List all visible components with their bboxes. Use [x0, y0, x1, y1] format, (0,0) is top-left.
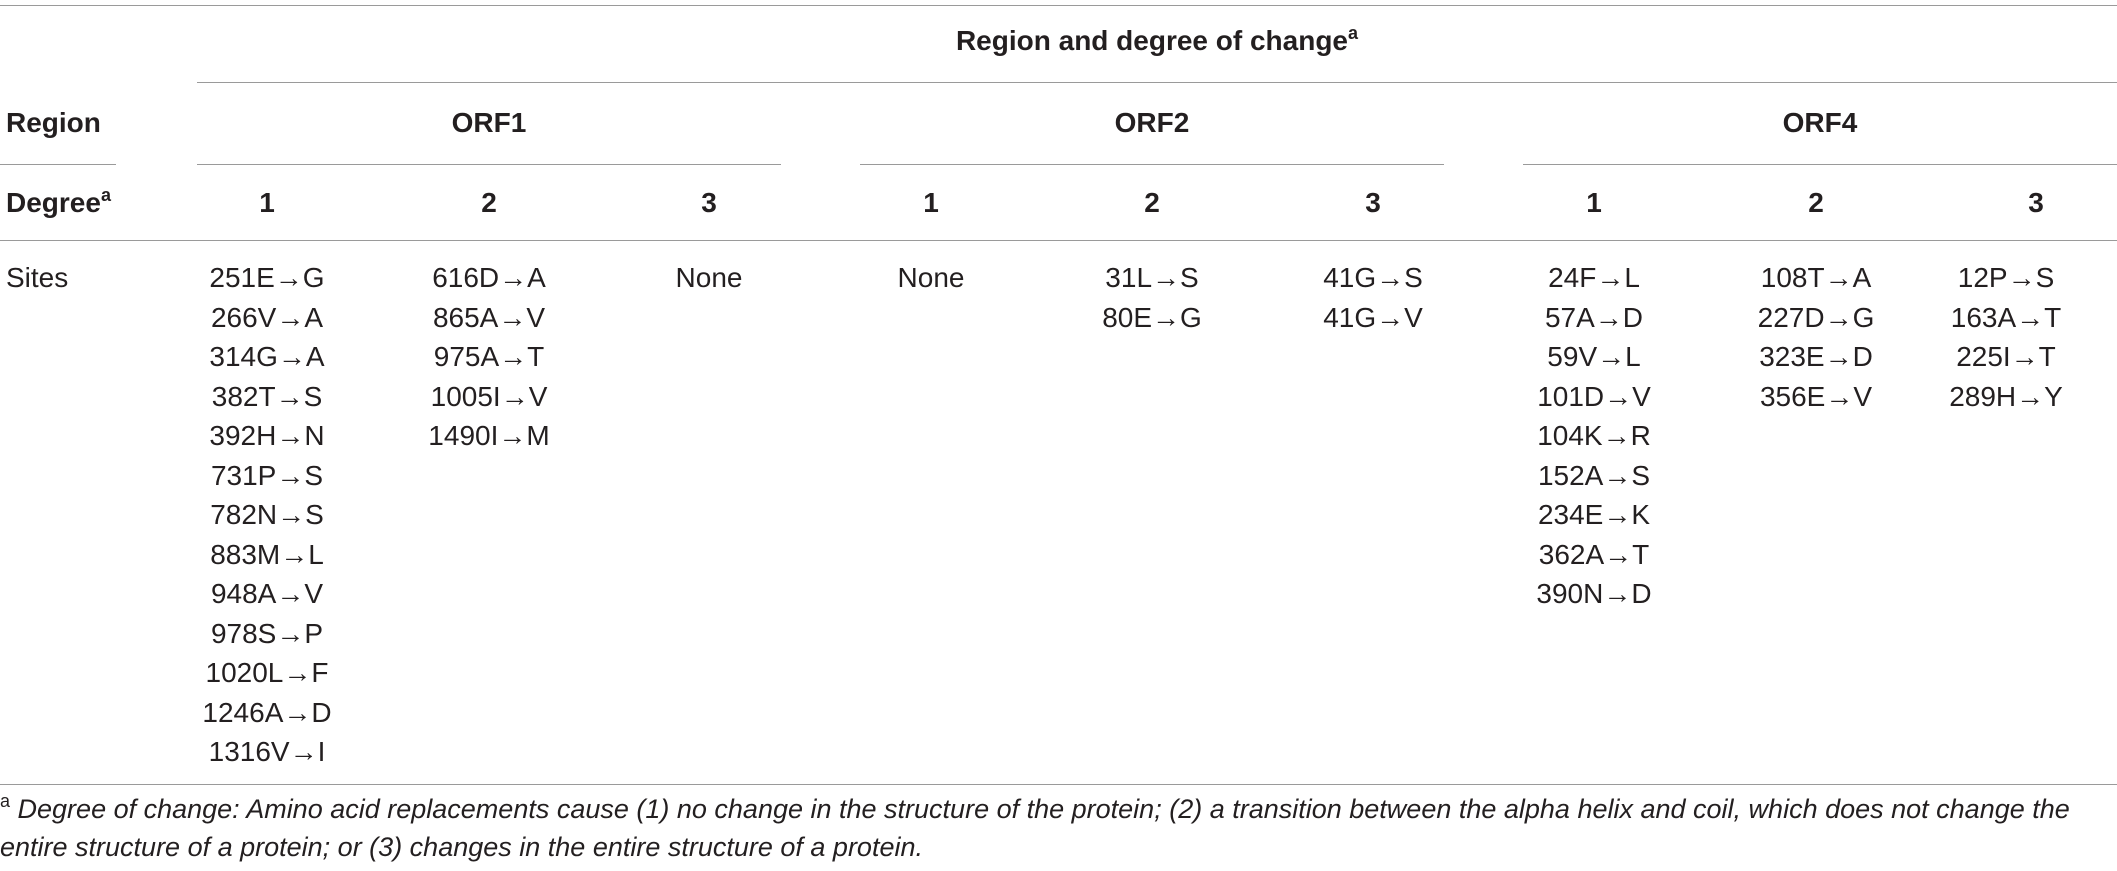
degree-header: 3 — [2028, 187, 2044, 218]
table-top-rule — [0, 5, 2117, 6]
site-entry: 41G→S — [1323, 262, 1423, 293]
site-entry: 616D→A — [432, 262, 546, 293]
site-entry: 731P→S — [210, 459, 324, 491]
table-bottom-rule — [0, 784, 2117, 785]
region-label-rule — [0, 164, 116, 165]
region-row-label: Region — [6, 107, 101, 138]
sites-cell: 41G→S 41G→V — [1273, 258, 1473, 337]
degree-header: 2 — [1808, 187, 1824, 218]
site-entry: 31L→S — [1105, 262, 1199, 293]
sites-cell: 251E→G 266V→A 314G→A 382T→S 392H→N 731P→S 782N… — [167, 258, 367, 772]
site-entry: 978S→P — [210, 617, 324, 649]
header-bottom-rule — [0, 240, 2117, 241]
site-entry: 289H→Y — [1949, 380, 2063, 412]
site-entry: None — [897, 262, 965, 293]
degree-row-label: Degreea — [6, 185, 111, 218]
site-entry: 266V→A — [210, 301, 324, 333]
site-entry: 392H→N — [209, 420, 325, 451]
site-entry: 390N→D — [1536, 578, 1652, 609]
degree-header: 1 — [1586, 187, 1602, 218]
footnote-marker: a — [0, 791, 11, 811]
site-entry: 1246A→D — [202, 696, 332, 728]
degree-header: 1 — [259, 187, 275, 218]
orf2-rule — [860, 164, 1444, 165]
site-entry: 12P→S — [1957, 262, 2055, 293]
degree-header: 3 — [701, 187, 717, 218]
site-entry: 948A→V — [210, 578, 324, 609]
site-entry: 883M→L — [210, 538, 324, 570]
site-entry: 1005I→V — [430, 380, 548, 412]
site-entry: 57A→D — [1544, 301, 1644, 333]
site-entry: 975A→T — [433, 341, 545, 372]
region-header-orf1: ORF1 — [451, 107, 527, 138]
site-entry: 80E→G — [1102, 301, 1202, 333]
site-entry: 1316V→I — [208, 736, 326, 767]
site-entry: 108T→A — [1760, 262, 1872, 293]
sites-row-label: Sites — [6, 262, 69, 293]
site-entry: 225I→T — [1956, 341, 2056, 372]
sites-cell: 31L→S 80E→G — [1052, 258, 1252, 337]
site-entry: 251E→G — [209, 262, 325, 293]
sites-cell: 616D→A 865A→V 975A→T 1005I→V 1490I→M — [389, 258, 589, 456]
site-entry: 24F→L — [1548, 262, 1640, 293]
sites-cell: None — [831, 258, 1031, 298]
sites-cell: None — [609, 258, 809, 298]
site-entry: 59V→L — [1547, 341, 1641, 372]
degree-header: 3 — [1365, 187, 1381, 218]
site-entry: 152A→S — [1537, 459, 1651, 491]
site-entry: None — [675, 262, 743, 293]
site-entry: 1490I→M — [428, 420, 550, 451]
site-entry: 101D→V — [1537, 380, 1651, 412]
sites-cell: 12P→S 163A→T 225I→T 289H→Y — [1906, 258, 2106, 416]
site-entry: 1020L→F — [205, 657, 329, 688]
degree-header: 2 — [1144, 187, 1160, 218]
site-entry: 356E→V — [1759, 380, 1873, 412]
site-entry: 163A→T — [1950, 301, 2062, 333]
orf4-rule — [1523, 164, 2117, 165]
site-entry: 323E→D — [1759, 341, 1873, 372]
degree-header: 1 — [923, 187, 939, 218]
degree-header: 2 — [481, 187, 497, 218]
orf1-rule — [197, 164, 781, 165]
footnote-text: Degree of change: Amino acid replacement… — [0, 794, 2070, 862]
sites-cell: 24F→L 57A→D 59V→L 101D→V 104K→R 152A→S 234E→K 3… — [1494, 258, 1694, 614]
site-entry: 104K→R — [1537, 420, 1651, 451]
site-entry: 382T→S — [211, 380, 323, 412]
region-header-orf4: ORF4 — [1782, 107, 1858, 138]
region-header-orf2: ORF2 — [1114, 107, 1190, 138]
sites-cell: 108T→A 227D→G 323E→D 356E→V — [1716, 258, 1916, 416]
site-entry: 234E→K — [1537, 499, 1651, 530]
spanning-header-rule — [197, 82, 2117, 83]
site-entry: 227D→G — [1757, 301, 1875, 333]
site-entry: 865A→V — [432, 301, 546, 333]
site-entry: 314G→A — [209, 341, 325, 372]
site-entry: 782N→S — [210, 499, 324, 530]
spanning-header: Region and degree of changea — [955, 23, 1359, 56]
site-entry: 362A→T — [1538, 538, 1650, 570]
site-entry: 41G→V — [1323, 301, 1423, 333]
footnote: a Degree of change: Amino acid replaceme… — [0, 790, 2110, 866]
